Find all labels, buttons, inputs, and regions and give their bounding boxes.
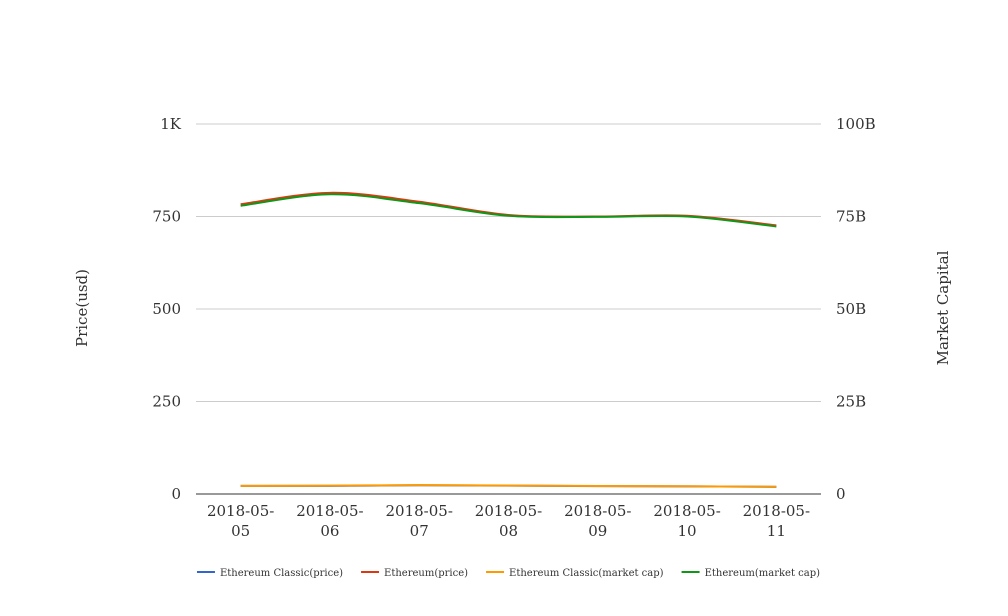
legend-item[interactable]: Ethereum Classic(price)	[196, 568, 343, 579]
y2-axis-title: Market Capital	[934, 250, 952, 365]
y2-tick-label: 0	[836, 485, 846, 503]
x-tick-label: 2018-05- 05	[207, 502, 274, 540]
x-tick-label-line: 08	[499, 522, 518, 540]
x-tick-label-line: 2018-05-	[386, 502, 453, 520]
x-tick-label: 2018-05- 08	[475, 502, 542, 540]
gridlines	[196, 123, 821, 495]
x-tick-label-line: 2018-05-	[475, 502, 542, 520]
legend-label: Ethereum(market cap)	[705, 568, 821, 579]
series-lines	[240, 191, 777, 488]
legend-item[interactable]: Ethereum(market cap)	[681, 568, 821, 579]
legend-label: Ethereum(price)	[384, 568, 468, 579]
x-tick-label-line: 09	[588, 522, 607, 540]
x-tick-label-line: 11	[767, 522, 786, 540]
legend-label: Ethereum Classic(price)	[220, 568, 343, 579]
y-tick-label: 1K	[160, 115, 182, 133]
y-tick-label: 250	[152, 393, 181, 411]
x-tick-label-line: 2018-05-	[564, 502, 631, 520]
y-axis-left-ticks: 0 250 500 750 1K	[152, 115, 181, 503]
x-tick-label: 2018-05- 06	[296, 502, 363, 540]
series-line-ethereum-price	[240, 191, 777, 227]
x-tick-label: 2018-05- 09	[564, 502, 631, 540]
y-tick-label: 750	[152, 208, 181, 226]
series-line-ethereum-classic-market-cap	[240, 484, 777, 488]
legend: Ethereum Classic(price) Ethereum(price) Et…	[196, 568, 821, 579]
x-tick-label-line: 2018-05-	[653, 502, 720, 520]
series-line-ethereum-market-cap	[240, 193, 777, 228]
y-tick-label: 0	[171, 485, 181, 503]
y-axis-title: Price(usd)	[73, 269, 91, 347]
y-tick-label: 500	[152, 300, 181, 318]
x-axis-ticks: 2018-05- 05 2018-05- 06 2018-05- 07 2018-05- 08…	[207, 502, 810, 540]
x-tick-label-line: 07	[410, 522, 429, 540]
legend-label: Ethereum Classic(market cap)	[509, 568, 664, 579]
x-tick-label: 2018-05- 11	[743, 502, 810, 540]
y2-tick-label: 75B	[836, 208, 866, 226]
x-tick-label: 2018-05- 07	[386, 502, 453, 540]
legend-item[interactable]: Ethereum(price)	[361, 568, 468, 579]
x-tick-label-line: 10	[678, 522, 697, 540]
x-tick-label-line: 2018-05-	[743, 502, 810, 520]
x-tick-label-line: 06	[320, 522, 339, 540]
x-tick-label-line: 2018-05-	[207, 502, 274, 520]
x-tick-label-line: 05	[231, 522, 250, 540]
y2-tick-label: 25B	[836, 393, 866, 411]
x-tick-label-line: 2018-05-	[296, 502, 363, 520]
y2-tick-label: 50B	[836, 300, 866, 318]
legend-item[interactable]: Ethereum Classic(market cap)	[486, 568, 664, 579]
x-tick-label: 2018-05- 10	[653, 502, 720, 540]
y2-tick-label: 100B	[836, 115, 876, 133]
y-axis-right-ticks: 0 25B 50B 75B 100B	[836, 115, 876, 503]
